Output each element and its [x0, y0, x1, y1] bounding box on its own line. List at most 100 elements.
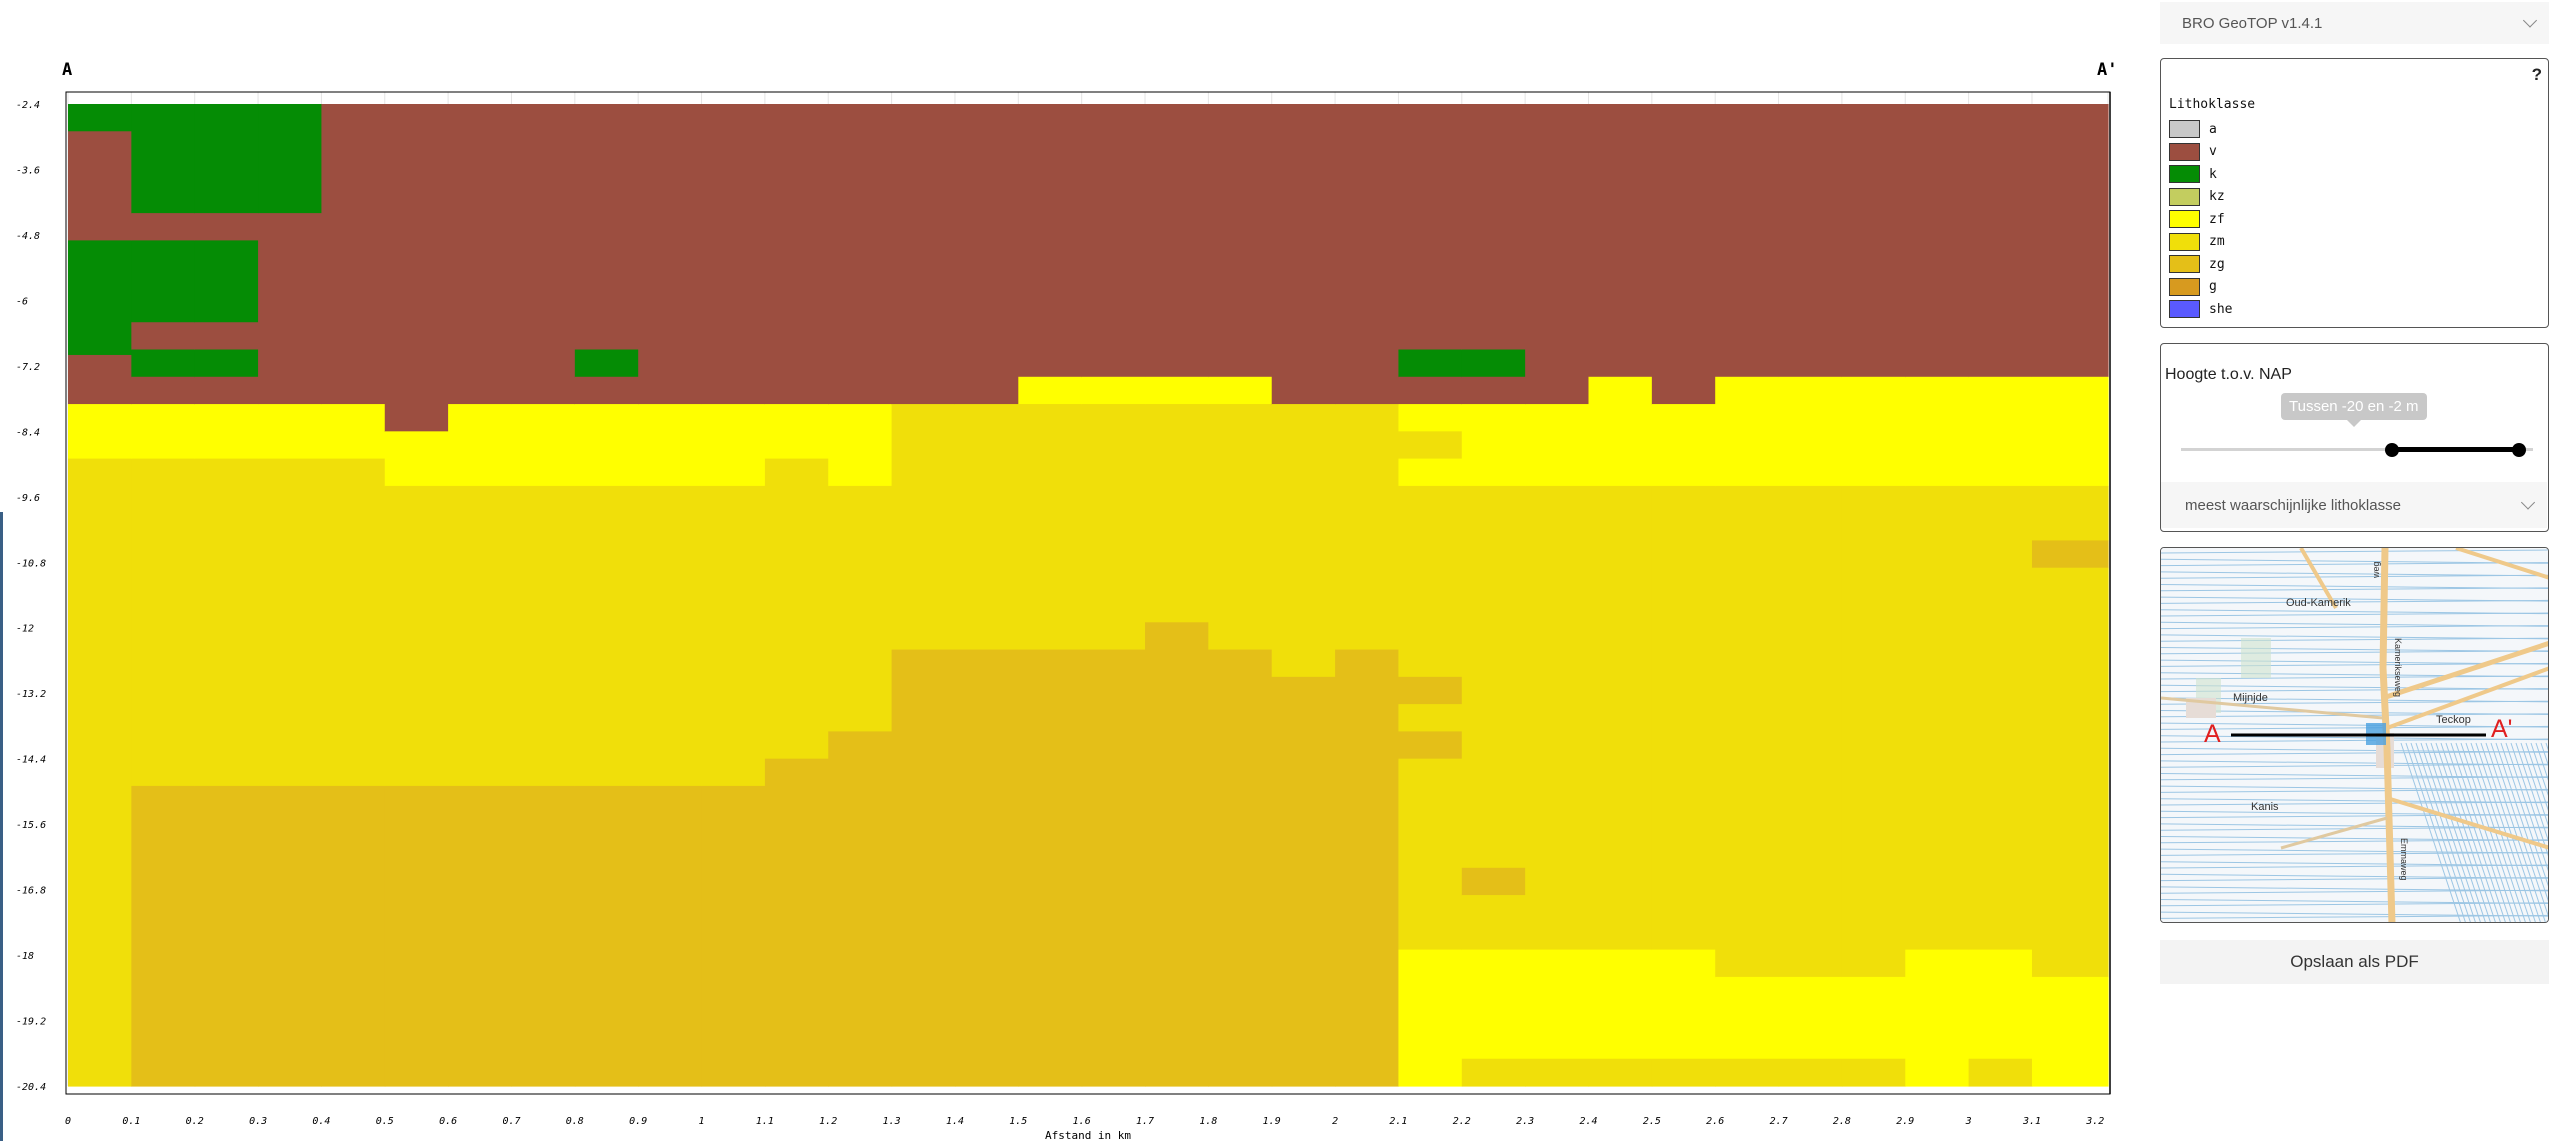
- x-tick-label: 0.8: [566, 1116, 584, 1127]
- map-canal: [2161, 877, 2548, 882]
- lithology-cell-zg: [1398, 676, 1463, 705]
- lithology-cell-zm: [764, 458, 829, 760]
- lithology-cell-zm: [131, 458, 196, 787]
- map-canal: [2161, 688, 2548, 693]
- lithology-cell-zf: [1525, 949, 1590, 1060]
- map-canal: [2525, 742, 2548, 811]
- slider-handle-high[interactable]: [2511, 443, 2526, 457]
- lithology-cell-k: [574, 349, 639, 378]
- legend-label: zm: [2209, 234, 2225, 250]
- map-start-label: A: [2204, 720, 2221, 748]
- map-canal: [2400, 742, 2461, 922]
- lithology-cell-zm: [1018, 404, 1083, 651]
- map-canal: [2161, 612, 2548, 617]
- lithology-cell-v: [1018, 104, 1083, 378]
- lithology-cell-zm: [1841, 1058, 1906, 1087]
- map-canal: [2161, 625, 2548, 630]
- y-tick-label: -3.6: [16, 166, 40, 177]
- lithology-cell-v: [384, 104, 449, 432]
- display-mode-select[interactable]: meest waarschijnlijke lithoklasse: [2161, 482, 2547, 528]
- lithology-cell-zf: [511, 404, 576, 487]
- model-select-value: BRO GeoTOP v1.4.1: [2182, 14, 2323, 32]
- lithology-cell-zf: [68, 404, 132, 460]
- lithology-cell-v: [1398, 104, 1463, 351]
- model-select[interactable]: BRO GeoTOP v1.4.1: [2160, 2, 2549, 44]
- lithology-cell-zg: [1208, 649, 1273, 1087]
- lithology-cell-v: [1208, 104, 1273, 378]
- lithology-cell-zf: [1018, 376, 1083, 405]
- lithology-cell-zf: [384, 431, 449, 487]
- lithology-cell-v: [1905, 104, 1970, 378]
- lithology-cell-k: [1398, 349, 1463, 378]
- x-tick-label: 1.7: [1136, 1116, 1154, 1127]
- legend-item-zg: zg: [2169, 253, 2232, 276]
- x-tick-label: 3.1: [2022, 1116, 2041, 1127]
- lithology-cell-zm: [954, 404, 1019, 651]
- map-canal: [2161, 851, 2548, 856]
- lithology-cell-v: [764, 104, 829, 405]
- map-canal: [2445, 742, 2506, 922]
- lithology-cell-zm: [1398, 704, 1463, 732]
- legend-swatch: [2169, 142, 2200, 161]
- y-tick-label: -16.8: [16, 886, 46, 897]
- legend-label: she: [2209, 301, 2233, 317]
- lithology-cell-zf: [1715, 376, 1780, 487]
- lithology-cell-zg: [448, 785, 513, 1087]
- map-canal: [2161, 574, 2548, 579]
- lithology-cell-zm: [1968, 485, 2033, 951]
- location-map[interactable]: Oud-Kamerik Mijnjde Teckop Kanis weg Kam…: [2160, 547, 2549, 923]
- lithology-cell-zg: [954, 649, 1019, 1087]
- x-tick-label: 1.8: [1199, 1116, 1217, 1127]
- lithology-cell-zf: [1461, 404, 1526, 487]
- map-road-label: Emmaweg: [2399, 838, 2409, 881]
- map-canal: [2405, 742, 2466, 922]
- map-canal: [2161, 902, 2548, 907]
- lithology-cell-k: [194, 240, 259, 323]
- y-tick-label: -7.2: [16, 362, 40, 373]
- lithology-cell-zm: [1525, 1058, 1590, 1087]
- legend-item-she: she: [2169, 298, 2232, 321]
- section-end-label: A': [2097, 60, 2117, 80]
- lithology-cell-zm: [1271, 404, 1336, 678]
- map-canal: [2161, 549, 2548, 554]
- lithology-cell-zf: [1588, 949, 1653, 1060]
- lithology-cell-zf: [1651, 949, 1716, 1060]
- lithology-cell-zf: [1715, 976, 1780, 1060]
- lithology-cell-zg: [1081, 649, 1146, 1087]
- range-slider[interactable]: [2181, 440, 2533, 460]
- x-tick-label: 2.1: [1389, 1116, 1407, 1127]
- x-axis-title: Afstand in km: [1045, 1129, 1131, 1141]
- lithology-cell-v: [1651, 104, 1716, 405]
- lithology-cell-v: [68, 131, 132, 241]
- map-canal: [2161, 675, 2548, 680]
- lithology-cell-zm: [2031, 567, 2109, 978]
- map-canal: [2500, 742, 2548, 887]
- lithology-cell-zf: [2031, 976, 2109, 1087]
- lithology-cell-zg: [1461, 867, 1526, 896]
- lithology-cell-zm: [194, 458, 259, 787]
- map-canal: [2450, 742, 2511, 922]
- lithology-cell-zf: [574, 404, 639, 487]
- lithology-cell-v: [828, 104, 893, 405]
- map-canal: [2161, 562, 2548, 567]
- lithology-cell-zf: [1905, 949, 1970, 1087]
- x-tick-label: 0.9: [629, 1116, 647, 1127]
- lithology-cell-v: [511, 104, 576, 405]
- legend-label: k: [2209, 166, 2217, 182]
- cross-section-chart: -2.4 -3.6 -4.8 -6 -7.2 -8.4 -9.6 -10.8 -12 -13.2 -…: [16, 60, 2117, 1141]
- lithology-cell-v: [1081, 104, 1146, 378]
- slider-handle-low[interactable]: [2385, 443, 2400, 457]
- save-pdf-button[interactable]: Opslaan als PDF: [2160, 940, 2549, 984]
- help-icon[interactable]: ?: [2531, 65, 2542, 84]
- legend-swatch: [2169, 277, 2200, 296]
- x-tick-label: 2.7: [1770, 1116, 1788, 1127]
- x-tick-label: 0.2: [186, 1116, 204, 1127]
- legend-item-v: v: [2169, 141, 2232, 164]
- lithology-cell-zf: [194, 404, 259, 460]
- lithology-cell-v: [448, 104, 513, 405]
- lithology-cell-v: [1715, 104, 1780, 378]
- map-road: [2280, 816, 2388, 850]
- map-canal: [2161, 587, 2548, 592]
- lithology-cell-v: [891, 104, 956, 405]
- lithology-cell-zf: [1651, 404, 1716, 487]
